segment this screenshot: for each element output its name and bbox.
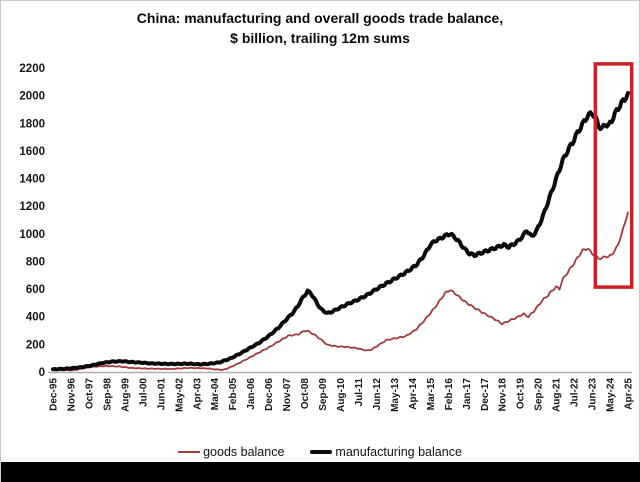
y-axis-tick-label: 400: [26, 312, 45, 324]
legend-label-manufacturing-balance: manufacturing balance: [335, 445, 462, 459]
chart-title: China: manufacturing and overall goods t…: [1, 8, 639, 48]
x-axis-tick-label: Feb-05: [228, 378, 239, 411]
x-axis-tick-label: Mar-04: [210, 378, 221, 411]
y-axis-tick-label: 1400: [19, 174, 45, 186]
chart-legend: goods balance manufacturing balance: [1, 442, 639, 462]
x-axis-tick-label: Sep-98: [102, 378, 113, 411]
chart-title-line1: China: manufacturing and overall goods t…: [136, 10, 504, 26]
x-axis-tick-label: Nov-18: [498, 378, 509, 412]
x-axis-tick-label: Aug-10: [336, 378, 347, 412]
x-axis-tick-label: Mar-15: [426, 378, 437, 411]
x-axis-tick-label: Jun-23: [588, 378, 599, 411]
highlight-rectangle: [593, 62, 634, 289]
x-axis-tick-label: Aug-21: [552, 378, 563, 412]
x-axis-tick-label: Jul-22: [570, 378, 581, 407]
x-axis-tick-label: Apr-14: [408, 378, 419, 410]
manufacturing-balance-line-swatch: [310, 450, 333, 454]
y-axis-tick-label: 2000: [19, 91, 45, 103]
x-axis-tick-label: Sep-20: [534, 378, 545, 411]
chart-title-line2: $ billion, trailing 12m sums: [230, 30, 410, 46]
x-axis-tick-label: Nov-07: [282, 378, 293, 412]
x-axis-tick-label: Feb-16: [444, 378, 455, 411]
y-axis-tick-label: 2200: [19, 63, 45, 75]
x-axis-tick-label: Apr-03: [192, 378, 203, 410]
x-axis-tick-label: Jun-12: [372, 378, 383, 411]
y-axis-tick-label: 1600: [19, 146, 45, 158]
x-axis-tick-label: Oct-97: [84, 378, 95, 410]
x-axis-tick-label: Dec-17: [480, 378, 491, 411]
y-axis-tick-label: 1000: [19, 229, 45, 241]
y-axis-tick-label: 1800: [19, 118, 45, 130]
x-axis-tick-label: Jun-01: [156, 378, 167, 411]
y-axis-tick-label: 200: [26, 339, 45, 351]
goods-balance-line: [52, 211, 629, 372]
x-axis-tick-label: Apr-25: [624, 378, 635, 410]
goods-balance-line-swatch: [178, 451, 201, 453]
x-axis-tick-label: Oct-08: [300, 378, 311, 410]
y-axis-tick-label: 1200: [19, 201, 45, 213]
y-axis-tick-label: 600: [26, 284, 45, 296]
chart-canvas: 0 200 400 600 800 1000 1200 1400 1600 1800 2000 220…: [19, 62, 635, 412]
bottom-black-bar: [1, 462, 640, 482]
x-axis-tick-label: Jan-06: [246, 378, 257, 410]
x-axis-tick-label: May-13: [390, 378, 401, 412]
manufacturing-balance-line: [51, 90, 630, 372]
legend-item-goods-balance: goods balance: [178, 445, 284, 459]
x-axis-tick-label: Jul-00: [138, 378, 149, 407]
y-axis-tick-label: 0: [39, 367, 45, 379]
legend-label-goods-balance: goods balance: [203, 445, 285, 459]
x-axis-tick-label: Jan-17: [462, 378, 473, 410]
x-axis-tick-label: Aug-99: [120, 378, 131, 412]
x-axis-tick-label: May-24: [606, 378, 617, 412]
x-axis-tick-label: Nov-96: [67, 378, 78, 412]
x-axis-tick-label: Dec-95: [49, 378, 60, 411]
legend-item-manufacturing-balance: manufacturing balance: [310, 445, 462, 459]
x-axis-tick-label: May-02: [174, 378, 185, 412]
x-axis-tick-label: Sep-09: [318, 378, 329, 411]
y-axis-tick-label: 800: [26, 257, 45, 269]
x-axis-tick-label: Jul-11: [354, 378, 365, 407]
x-axis-tick-label: Oct-19: [516, 378, 527, 410]
x-axis-tick-label: Dec-06: [264, 378, 275, 411]
